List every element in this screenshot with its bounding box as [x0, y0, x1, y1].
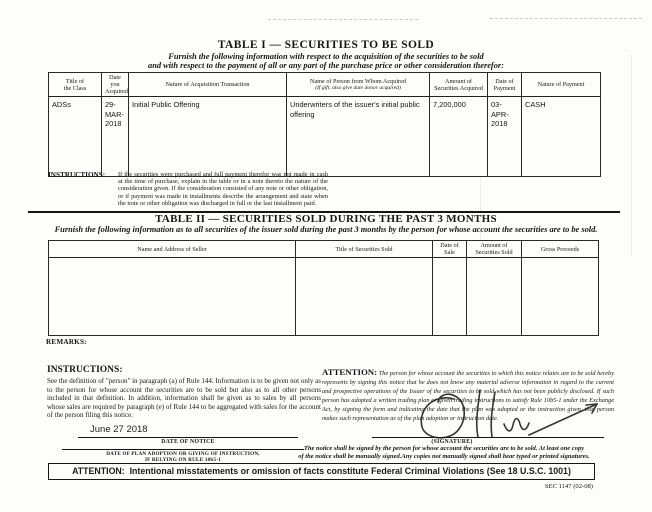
- cell-amount-acquired: 7,200,000: [429, 96, 488, 178]
- table2-col-title-securities-sold: Title of Securities Sold: [295, 239, 433, 259]
- table1-col-date-acquired: Date you Acquired: [101, 71, 129, 98]
- table1-col-name-of-person: Name of Person from Whom Acquired (If gi…: [286, 71, 430, 98]
- table2-subtitle: Furnish the following information as to …: [54, 225, 598, 234]
- cell-title-of-class: ADSs: [48, 96, 102, 178]
- column-header-label: Amount of: [480, 242, 508, 249]
- table1-col-amount-acquired: Amount of Securities Acquired: [429, 71, 488, 98]
- table1-subtitle-line2: and with respect to the payment of all o…: [148, 61, 504, 70]
- attention-label: ATTENTION:: [322, 367, 378, 377]
- column-header-label: Date of: [495, 77, 514, 85]
- form-code: SEC 1147 (02-08): [544, 483, 593, 490]
- scan-artifact: [268, 19, 418, 20]
- date-of-notice-line: [78, 437, 298, 438]
- table2-securities-sold-past-3-months: Name and Address of Seller Title of Secu…: [48, 239, 599, 337]
- cell-empty: [466, 257, 522, 337]
- cell-empty: [432, 257, 467, 337]
- table1-securities-to-be-sold: Title of the Class Date you Acquired Nat…: [48, 71, 601, 178]
- table2-col-amount-securities-sold: Amount of Securities Sold: [466, 239, 522, 259]
- table2-empty-row: [48, 257, 599, 337]
- attention-representation-paragraph: ATTENTION: The person for whose account …: [322, 368, 614, 423]
- handwritten-signature: [420, 389, 598, 439]
- signature-label: (SIGNATURE): [431, 439, 473, 445]
- footer-instructions-text: See the definition of "person" in paragr…: [47, 377, 321, 420]
- plan-adoption-line: [62, 449, 304, 450]
- section-divider-rule: [28, 211, 620, 214]
- column-header-label: Nature of Payment: [537, 81, 585, 89]
- attention-box-label: ATTENTION:: [72, 466, 125, 476]
- column-header-label: Amount of: [445, 77, 472, 85]
- column-header-label: Date of Sale: [440, 242, 459, 257]
- cell-name-of-person: Underwriters of the issuer's initial pub…: [286, 96, 430, 178]
- column-header-label: Payment: [493, 84, 516, 92]
- table1-col-nature-of-acquisition: Nature of Acquisition Transaction: [128, 71, 287, 98]
- signing-notice-line1: The notice shall be signed by the person…: [303, 445, 585, 452]
- column-header-label: Name of Person from Whom Acquired: [310, 77, 406, 85]
- column-header-label: Gross Proceeds: [540, 245, 580, 253]
- cell-empty: [295, 257, 433, 337]
- table1-subtitle-line1: Furnish the following information with r…: [168, 52, 484, 61]
- table1-title: TABLE I — SECURITIES TO BE SOLD: [217, 39, 435, 51]
- attention-box-text: Intentional misstatements or omission of…: [129, 466, 571, 476]
- table1-col-nature-of-payment: Nature of Payment: [521, 71, 601, 98]
- column-header-label: the Class: [63, 84, 87, 92]
- scan-artifact: [490, 18, 642, 19]
- column-header-label: Title of Securities Sold: [335, 245, 393, 253]
- attention-text: The person for whose account the securit…: [322, 370, 614, 422]
- table1-instructions-text: If the securities were purchased and ful…: [118, 171, 328, 207]
- attention-warning-box: ATTENTION: Intentional misstatements or …: [48, 463, 595, 480]
- plan-adoption-label-line1: DATE OF PLAN ADOPTION OR GIVING OF INSTR…: [106, 451, 260, 457]
- table2-header-row: Name and Address of Seller Title of Secu…: [48, 239, 599, 259]
- cell-date-of-payment: 03-APR-2018: [487, 96, 522, 178]
- table1-data-row: ADSs 29-MAR-2018 Initial Public Offering…: [48, 96, 601, 178]
- footer-instructions-heading: INSTRUCTIONS:: [47, 365, 123, 375]
- table1-col-title-of-class: Title of the Class: [48, 71, 102, 98]
- cell-date-acquired: 29-MAR-2018: [101, 96, 129, 178]
- table2-title: TABLE II — SECURITIES SOLD DURING THE PA…: [155, 213, 497, 225]
- column-header-label: Acquired: [105, 88, 129, 96]
- signature-line: [372, 437, 604, 438]
- signing-notice-line2: of the notice shall be manually signed.A…: [298, 452, 590, 460]
- scan-artifact: [631, 55, 632, 255]
- plan-adoption-label-line2: IF RELYING ON RULE 10b5-1: [144, 457, 222, 464]
- table1-header-row: Title of the Class Date you Acquired Nat…: [48, 71, 601, 98]
- cell-empty: [521, 257, 599, 337]
- column-header-label: Nature of Acquisition Transaction: [165, 81, 250, 89]
- column-header-label: Date you: [109, 74, 121, 89]
- table2-col-name-address-seller: Name and Address of Seller: [48, 239, 296, 259]
- table1-instructions-label: INSTRUCTIONS:: [48, 171, 106, 179]
- table2-col-date-of-sale: Date of Sale: [432, 239, 467, 259]
- table1-col-date-of-payment: Date of Payment: [487, 71, 522, 98]
- date-of-notice-value: June 27 2018: [90, 424, 148, 435]
- plan-adoption-label: DATE OF PLAN ADOPTION OR GIVING OF INSTR…: [62, 451, 304, 464]
- cell-empty: [48, 257, 296, 337]
- column-header-label: Title of: [65, 77, 85, 85]
- cell-nature-of-acquisition: Initial Public Offering: [128, 96, 287, 178]
- date-of-notice-label: DATE OF NOTICE: [161, 439, 215, 445]
- remarks-label: REMARKS:: [46, 338, 87, 346]
- column-header-sublabel: (If gift, also give date donor acquired): [315, 85, 401, 92]
- column-header-label: Name and Address of Seller: [137, 245, 207, 253]
- cell-nature-of-payment: CASH: [521, 96, 601, 178]
- column-header-label: Securities Sold: [475, 249, 513, 257]
- column-header-label: Securities Acquired: [434, 84, 483, 92]
- table2-col-gross-proceeds: Gross Proceeds: [521, 239, 599, 259]
- signing-notice-text: The notice shall be signed by the person…: [238, 445, 650, 460]
